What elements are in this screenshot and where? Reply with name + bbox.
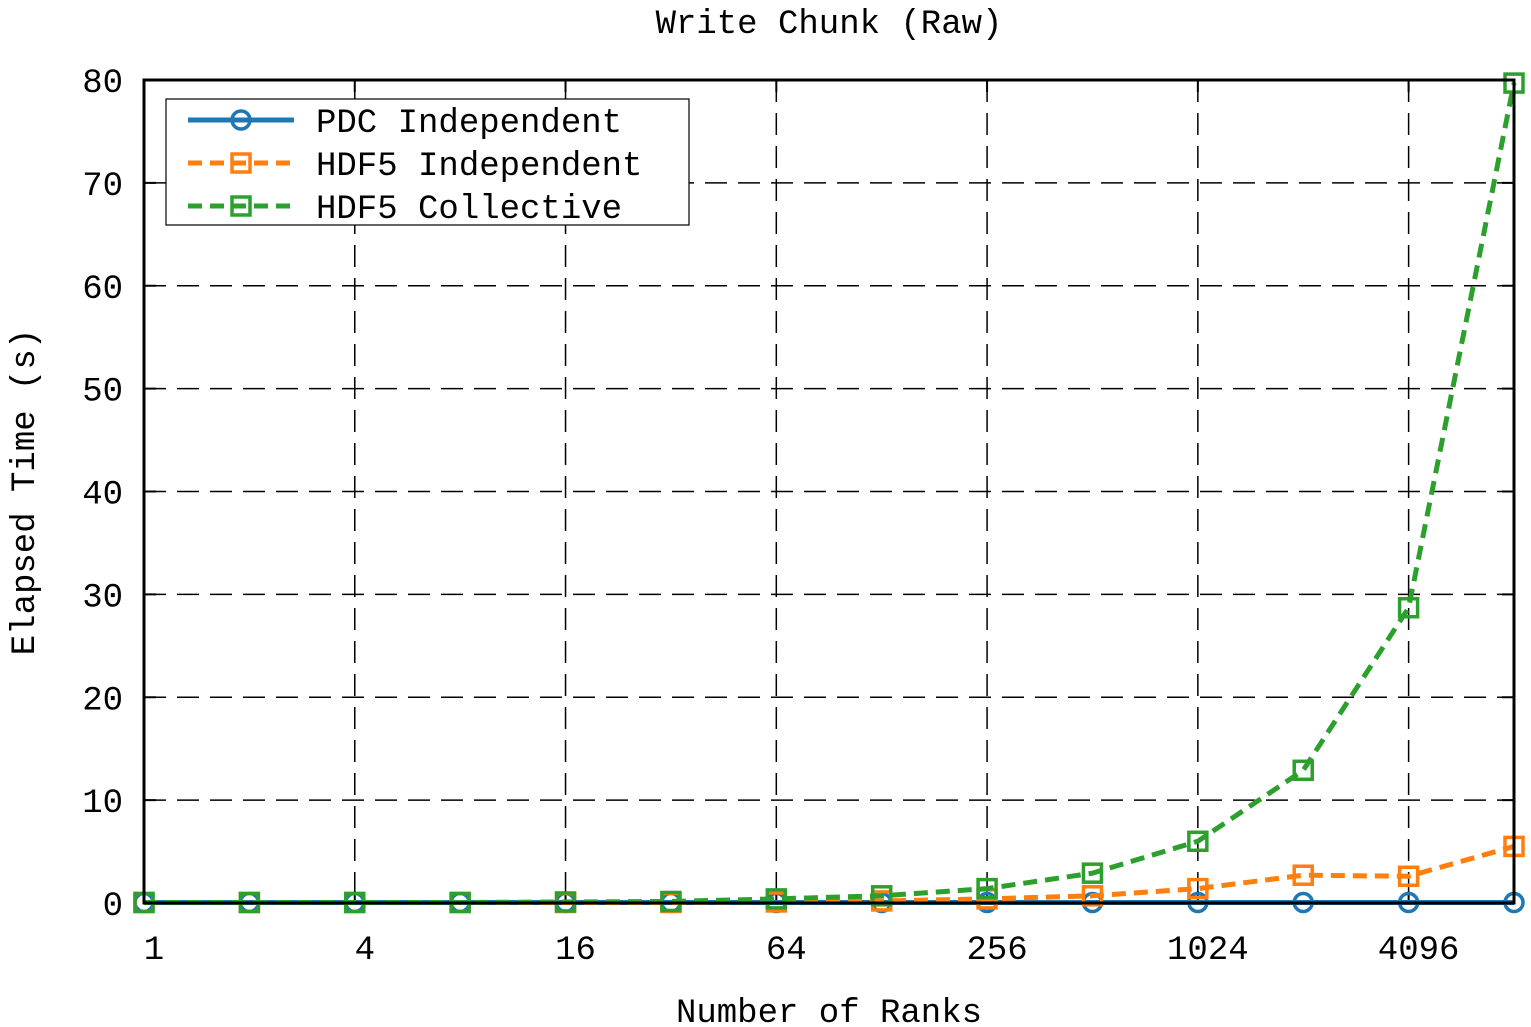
data-point — [1292, 864, 1314, 886]
data-point — [976, 877, 998, 900]
legend-label: PDC Independent — [316, 105, 622, 143]
data-point — [1187, 830, 1209, 853]
y-tick-label: 70 — [82, 168, 123, 206]
x-tick-label: 1024 — [1167, 932, 1249, 970]
legend: PDC Independent HDF5 Independent HDF5 Coll… — [165, 98, 690, 229]
y-axis-label: Elapsed Time (s) — [7, 329, 45, 655]
grid-lines — [144, 80, 1514, 903]
x-tick-labels: 1 4 16 64 256 1024 4096 — [144, 932, 1460, 970]
chart-title: Write Chunk (Raw) — [656, 6, 1003, 44]
y-tick-label: 60 — [82, 271, 123, 309]
y-tick-label: 80 — [82, 65, 123, 103]
data-point — [1292, 759, 1314, 782]
legend-entry: PDC Independent — [188, 105, 622, 143]
data-point — [1081, 885, 1104, 907]
y-tick-label: 30 — [82, 579, 123, 617]
x-tick-label: 64 — [766, 932, 807, 970]
data-point — [660, 890, 682, 913]
data-point — [1187, 877, 1209, 900]
y-tick-label: 50 — [82, 374, 123, 412]
legend-label: HDF5 Independent — [316, 148, 642, 186]
x-tick-label: 16 — [555, 932, 596, 970]
plot-frame — [142, 78, 1516, 905]
y-tick-labels: 0 10 20 30 40 50 60 70 80 — [82, 65, 123, 926]
x-tick-label: 4096 — [1378, 932, 1460, 970]
legend-marker — [230, 152, 252, 174]
y-tick-label: 0 — [103, 888, 123, 926]
y-tick-label: 10 — [82, 785, 123, 823]
y-tick-label: 20 — [82, 682, 123, 720]
x-tick-label: 4 — [355, 932, 375, 970]
data-point — [1397, 596, 1420, 619]
legend-entry: HDF5 Independent — [188, 148, 642, 186]
y-tick-label: 40 — [82, 477, 123, 515]
x-tick-label: 1 — [144, 932, 164, 970]
data-point — [765, 888, 788, 910]
legend-marker — [230, 109, 252, 131]
x-tick-label: 256 — [966, 932, 1027, 970]
legend-entry: HDF5 Collective — [188, 191, 622, 229]
x-axis-label: Number of Ranks — [676, 995, 982, 1027]
legend-label: HDF5 Collective — [316, 191, 622, 229]
data-point — [870, 885, 893, 907]
data-point — [1397, 865, 1420, 888]
data-point — [1081, 862, 1104, 884]
legend-marker — [230, 195, 252, 217]
